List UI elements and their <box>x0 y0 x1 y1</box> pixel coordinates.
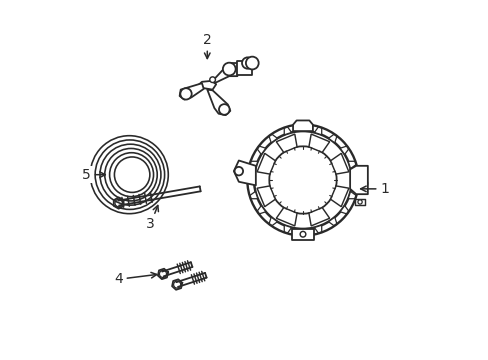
Polygon shape <box>299 229 306 235</box>
Circle shape <box>254 131 351 229</box>
Polygon shape <box>268 217 277 226</box>
Polygon shape <box>276 134 296 152</box>
Polygon shape <box>308 208 329 226</box>
Circle shape <box>355 178 367 189</box>
Text: 2: 2 <box>203 33 211 59</box>
Circle shape <box>180 88 191 100</box>
Polygon shape <box>268 134 277 143</box>
Text: 5: 5 <box>82 168 105 182</box>
Polygon shape <box>330 186 348 207</box>
Polygon shape <box>198 81 216 90</box>
Circle shape <box>269 146 336 214</box>
Text: 1: 1 <box>360 182 388 196</box>
Polygon shape <box>351 176 358 184</box>
Polygon shape <box>347 192 355 199</box>
Text: 4: 4 <box>114 272 157 286</box>
Polygon shape <box>249 161 257 168</box>
Polygon shape <box>249 192 257 199</box>
Polygon shape <box>284 127 291 135</box>
Circle shape <box>159 270 166 278</box>
Polygon shape <box>328 217 336 226</box>
Circle shape <box>223 63 235 76</box>
Circle shape <box>234 167 243 175</box>
Circle shape <box>357 200 362 204</box>
Circle shape <box>245 57 258 69</box>
Polygon shape <box>237 61 251 76</box>
Circle shape <box>300 231 305 237</box>
Polygon shape <box>349 166 367 194</box>
Polygon shape <box>214 63 237 83</box>
Polygon shape <box>257 206 265 214</box>
Polygon shape <box>207 90 230 115</box>
Polygon shape <box>257 186 275 207</box>
Polygon shape <box>340 206 348 214</box>
Circle shape <box>173 281 181 288</box>
Polygon shape <box>328 134 336 143</box>
Polygon shape <box>292 229 313 239</box>
Polygon shape <box>347 161 355 168</box>
Polygon shape <box>354 199 365 205</box>
Polygon shape <box>330 153 348 174</box>
Circle shape <box>242 57 253 69</box>
Polygon shape <box>314 127 321 135</box>
Circle shape <box>209 77 215 82</box>
Polygon shape <box>292 121 312 131</box>
Polygon shape <box>340 146 348 154</box>
Polygon shape <box>233 161 255 185</box>
Polygon shape <box>299 125 306 131</box>
Polygon shape <box>308 134 329 152</box>
Polygon shape <box>257 146 265 154</box>
Circle shape <box>219 104 229 115</box>
Polygon shape <box>284 225 291 233</box>
Polygon shape <box>179 83 203 100</box>
Text: 3: 3 <box>146 206 158 231</box>
Polygon shape <box>314 225 321 233</box>
Polygon shape <box>276 208 296 226</box>
Polygon shape <box>247 176 254 184</box>
Circle shape <box>115 199 122 207</box>
Polygon shape <box>257 153 275 174</box>
